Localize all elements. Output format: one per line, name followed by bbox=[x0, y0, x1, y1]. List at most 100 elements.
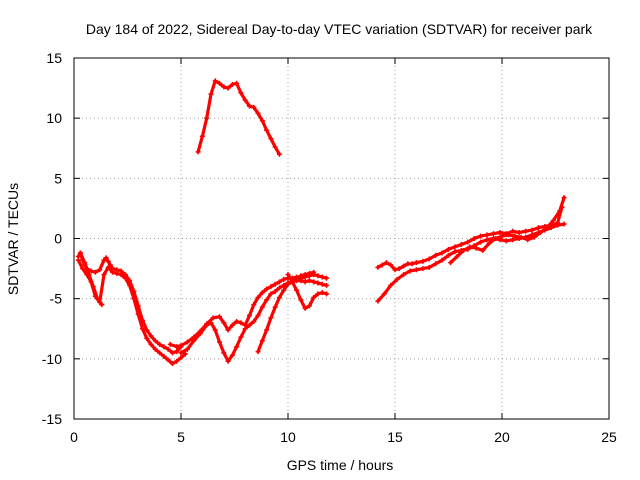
data-point bbox=[204, 322, 210, 328]
data-point bbox=[208, 91, 214, 97]
data-point bbox=[525, 237, 531, 243]
data-point bbox=[174, 349, 180, 355]
data-point bbox=[298, 278, 304, 284]
data-point bbox=[426, 264, 432, 270]
series-layer bbox=[75, 78, 567, 367]
data-point bbox=[276, 279, 282, 285]
data-point bbox=[448, 260, 454, 266]
data-point bbox=[80, 266, 86, 272]
data-point bbox=[178, 343, 184, 349]
data-point bbox=[272, 281, 278, 287]
data-point bbox=[413, 267, 419, 273]
data-point bbox=[242, 97, 248, 103]
data-point bbox=[246, 313, 252, 319]
data-point bbox=[225, 327, 231, 333]
data-point bbox=[234, 80, 240, 86]
data-point bbox=[144, 327, 150, 333]
data-point bbox=[165, 346, 171, 352]
data-point bbox=[311, 279, 317, 285]
data-point bbox=[413, 260, 419, 266]
data-point bbox=[204, 115, 210, 121]
data-point bbox=[92, 269, 98, 275]
data-point bbox=[264, 127, 270, 133]
data-point bbox=[478, 239, 484, 245]
data-point bbox=[238, 334, 244, 340]
data-point bbox=[197, 331, 203, 337]
data-point bbox=[439, 250, 445, 256]
data-point bbox=[238, 90, 244, 96]
data-point bbox=[484, 232, 490, 238]
data-point bbox=[165, 357, 171, 363]
data-point bbox=[493, 236, 499, 241]
data-point bbox=[302, 279, 308, 285]
data-point bbox=[306, 303, 312, 309]
data-point bbox=[409, 261, 415, 267]
data-point bbox=[161, 344, 167, 350]
y-tick-label: 5 bbox=[54, 170, 62, 186]
data-point bbox=[452, 249, 458, 255]
data-point bbox=[242, 326, 248, 332]
data-point bbox=[306, 270, 312, 276]
x-tick-label: 20 bbox=[494, 429, 510, 445]
data-point bbox=[272, 288, 278, 294]
series-arc-midday-low-b bbox=[178, 278, 330, 364]
data-point bbox=[446, 246, 451, 252]
data-point bbox=[272, 304, 278, 310]
data-point bbox=[88, 268, 94, 274]
data-point bbox=[420, 266, 426, 272]
data-point bbox=[302, 272, 308, 278]
data-point bbox=[229, 352, 235, 358]
data-point bbox=[324, 291, 330, 297]
data-point bbox=[401, 263, 407, 269]
data-point bbox=[480, 248, 486, 254]
data-point bbox=[499, 233, 505, 239]
data-point bbox=[505, 232, 511, 238]
series-trace bbox=[76, 251, 183, 355]
data-point bbox=[452, 244, 458, 250]
data-point bbox=[315, 280, 321, 286]
data-point bbox=[86, 272, 92, 278]
x-tick-label: 0 bbox=[70, 429, 78, 445]
y-tick-label: 10 bbox=[46, 110, 62, 126]
data-point bbox=[255, 313, 261, 319]
data-point bbox=[379, 262, 385, 268]
data-point bbox=[516, 229, 522, 235]
data-point bbox=[255, 110, 261, 116]
data-point bbox=[285, 281, 291, 287]
x-axis-label: GPS time / hours bbox=[287, 457, 394, 473]
data-point bbox=[531, 234, 537, 240]
data-point bbox=[268, 315, 274, 321]
data-point bbox=[234, 319, 240, 325]
data-point bbox=[298, 273, 304, 279]
data-point bbox=[285, 272, 291, 278]
data-point bbox=[221, 84, 227, 90]
y-tick-label: -15 bbox=[42, 411, 62, 427]
data-point bbox=[523, 228, 529, 234]
data-point bbox=[169, 361, 175, 367]
data-point bbox=[264, 327, 270, 333]
data-point bbox=[458, 242, 464, 248]
data-point bbox=[246, 322, 252, 328]
y-tick-label: 15 bbox=[46, 50, 62, 66]
data-point bbox=[157, 350, 163, 356]
data-point bbox=[388, 282, 394, 288]
data-point bbox=[392, 267, 398, 273]
data-point bbox=[255, 349, 261, 355]
data-point bbox=[510, 228, 516, 234]
data-point bbox=[319, 290, 325, 296]
data-point bbox=[251, 319, 257, 325]
data-point bbox=[105, 258, 111, 264]
data-point bbox=[460, 248, 466, 254]
data-point bbox=[405, 261, 411, 267]
data-point bbox=[473, 245, 479, 251]
data-point bbox=[169, 350, 175, 356]
data-point bbox=[221, 320, 227, 326]
data-point bbox=[199, 133, 205, 139]
data-point bbox=[550, 217, 556, 223]
data-point bbox=[319, 274, 325, 280]
data-point bbox=[272, 144, 278, 150]
data-point bbox=[234, 344, 240, 350]
data-point bbox=[433, 252, 439, 258]
data-point bbox=[315, 291, 321, 297]
series-arc-early-c bbox=[77, 250, 105, 308]
